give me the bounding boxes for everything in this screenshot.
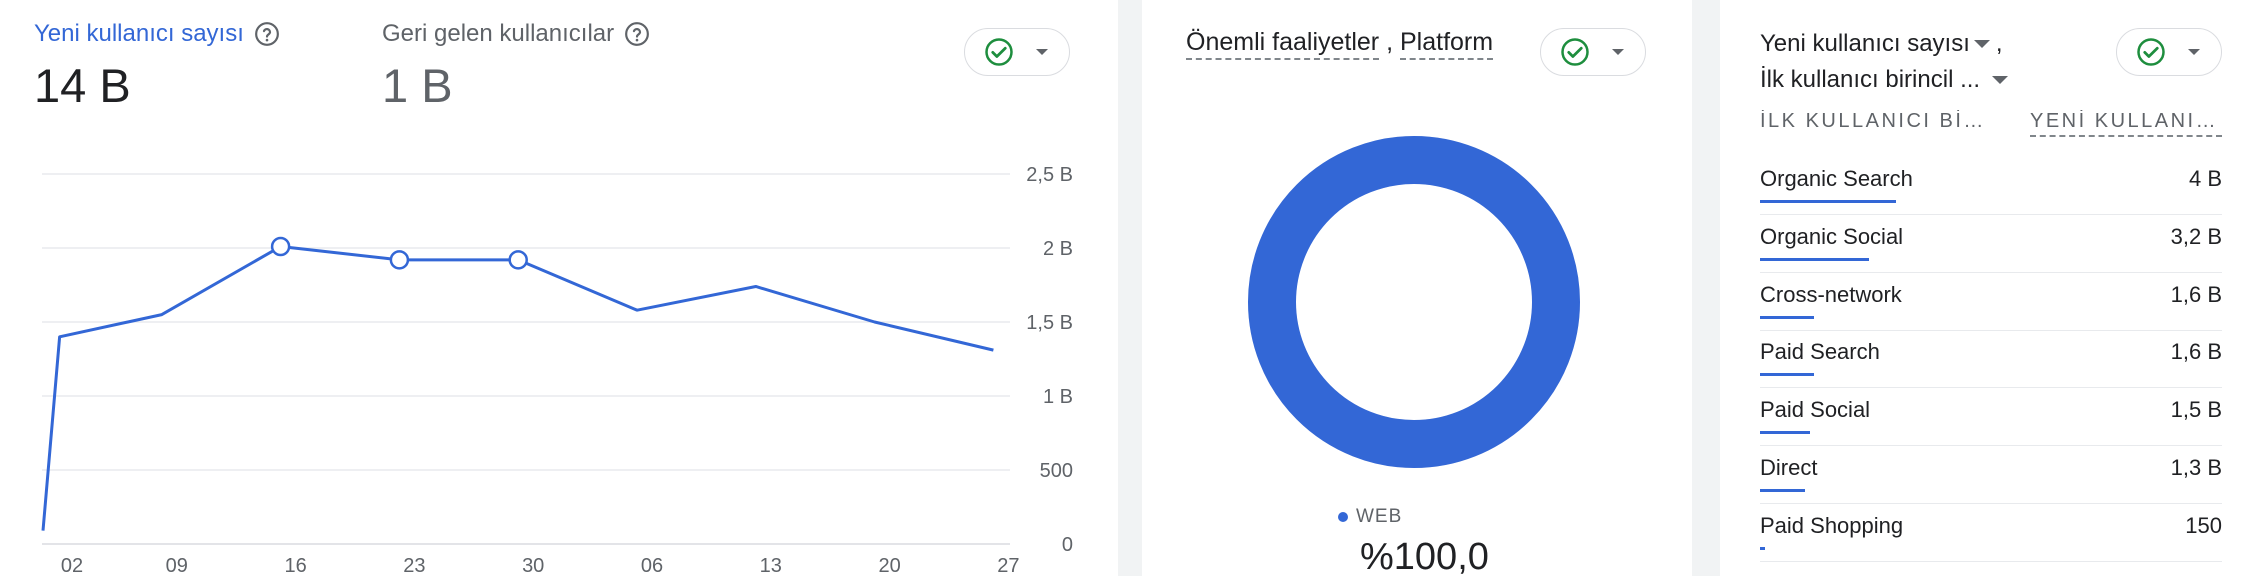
donut-legend: WEB (1338, 506, 1402, 528)
row-value: 3,2 B (2170, 223, 2222, 249)
y-tick-label: 0 (1062, 534, 1073, 556)
legend-value: %100,0 (1360, 536, 1489, 576)
donut-slice-web[interactable] (1248, 136, 1580, 468)
row-share-bar (1760, 373, 1815, 377)
x-tick-label: 20 (878, 555, 900, 576)
series-line[interactable] (41, 245, 994, 531)
donut-chart (1248, 136, 1580, 468)
y-tick-label: 2 B (1043, 238, 1073, 260)
row-share-bar (1760, 431, 1811, 435)
secondary-metric[interactable]: Geri gelen kullanıcılar 1 B (382, 20, 650, 113)
primary-metric[interactable]: Yeni kullanıcı sayısı 14 B (34, 20, 280, 113)
compare-menu-button[interactable] (1540, 28, 1646, 76)
row-label: Paid Search (1760, 339, 1880, 365)
metric-selector: Yeni kullanıcı sayısı (1760, 30, 1970, 57)
x-tick-label: 06 (641, 555, 663, 576)
title-separator: , (1386, 28, 1394, 56)
x-tick-label: 30 (522, 555, 544, 576)
arrow-drop-down-icon (1992, 76, 2009, 84)
row-value: 1,5 B (2170, 397, 2222, 423)
arrow-drop-down-icon (1612, 49, 1624, 55)
y-tick-label: 500 (1040, 460, 1073, 482)
metric-selector[interactable]: Önemli faaliyetler (1186, 28, 1380, 60)
first-user-channel-card: Yeni kullanıcı sayısı , İlk kullanıcı bi… (1720, 0, 2258, 576)
y-tick-label: 1 B (1043, 386, 1073, 408)
row-label: Organic Social (1760, 223, 1904, 249)
table-title-line1[interactable]: Yeni kullanıcı sayısı , (1760, 30, 2003, 58)
dimension-selector: İlk kullanıcı birincil ... (1760, 66, 1981, 93)
y-tick-label: 1,5 B (1026, 312, 1073, 334)
table-row[interactable]: Cross-network 1,6 B (1760, 272, 2222, 331)
dimension-selector[interactable]: Platform (1400, 28, 1494, 60)
table-row[interactable]: Organic Social 3,2 B (1760, 214, 2222, 273)
row-label: Paid Social (1760, 397, 1871, 423)
row-value: 1,3 B (2170, 455, 2222, 480)
secondary-metric-label: Geri gelen kullanıcılar (382, 20, 615, 47)
table-row[interactable]: Organic Search 4 B (1760, 156, 2222, 215)
overview-card: Yeni kullanıcı sayısı 14 B Geri gelen ku… (0, 0, 1118, 576)
primary-metric-label-row: Yeni kullanıcı sayısı (34, 20, 280, 48)
x-tick-label: 16 (284, 555, 306, 576)
row-label: Organic Search (1760, 166, 1913, 191)
row-share-bar (1760, 200, 1896, 203)
help-icon[interactable] (254, 21, 280, 47)
arrow-drop-down-icon (2188, 49, 2200, 55)
arrow-drop-down-icon (1973, 40, 1990, 48)
column-header-new-users[interactable]: YENİ KULLANIC... (2030, 110, 2222, 137)
data-point[interactable] (270, 236, 291, 257)
row-share-bar (1760, 546, 1766, 550)
table-row[interactable]: Paid Social 1,5 B (1760, 387, 2222, 447)
x-tick-label: 27 (997, 555, 1019, 576)
platform-card: Önemli faaliyetler , Platform WEB %100,0 (1142, 0, 1692, 576)
row-value: 150 (2185, 512, 2222, 538)
table-row[interactable]: Paid Shopping 150 (1760, 503, 2222, 562)
primary-metric-value: 14 B (34, 59, 131, 112)
row-value: 1,6 B (2170, 339, 2222, 365)
x-tick-label: 13 (760, 555, 782, 576)
check-circle-icon (1561, 38, 1589, 66)
primary-metric-label: Yeni kullanıcı sayısı (34, 20, 244, 47)
compare-menu-button[interactable] (2116, 28, 2222, 76)
check-circle-icon (985, 38, 1013, 66)
x-tick-label: 09 (166, 555, 188, 576)
secondary-metric-label-row: Geri gelen kullanıcılar (382, 20, 650, 48)
table-row[interactable]: Direct 1,3 B (1760, 445, 2222, 504)
check-circle-icon (2137, 38, 2165, 66)
row-value: 1,6 B (2170, 281, 2222, 307)
compare-menu-button[interactable] (964, 28, 1070, 76)
row-share-bar (1760, 315, 1815, 319)
x-tick-label: 02 (61, 555, 83, 576)
row-label: Cross-network (1760, 281, 1902, 307)
row-label: Paid Shopping (1760, 512, 1904, 538)
data-point[interactable] (389, 250, 410, 270)
title-separator: , (1995, 30, 2003, 57)
x-tick-label: 23 (403, 555, 425, 576)
help-icon[interactable] (624, 21, 650, 47)
row-label: Direct (1760, 455, 1818, 480)
row-share-bar (1760, 489, 1805, 492)
arrow-drop-down-icon (1036, 49, 1048, 55)
row-share-bar (1760, 257, 1869, 261)
secondary-metric-value: 1 B (382, 59, 453, 112)
row-value: 4 B (2188, 166, 2222, 191)
table-row[interactable]: Paid Search 1,6 B (1760, 329, 2222, 389)
line-chart: 0 500 1 B 1,5 B 2 B 2,5 B 02 09 16 23 30 06 13 20 27 (41, 164, 1073, 576)
y-tick-label: 2,5 B (1026, 164, 1073, 186)
legend-dot (1338, 512, 1348, 522)
column-header-channel[interactable]: İLK KULLANICI BİRİ... (1760, 110, 2000, 132)
legend-label: WEB (1356, 506, 1403, 527)
platform-card-title: Önemli faaliyetler , Platform (1186, 28, 1494, 60)
data-point[interactable] (508, 250, 528, 270)
table-title-line2[interactable]: İlk kullanıcı birincil ... (1760, 66, 2009, 94)
